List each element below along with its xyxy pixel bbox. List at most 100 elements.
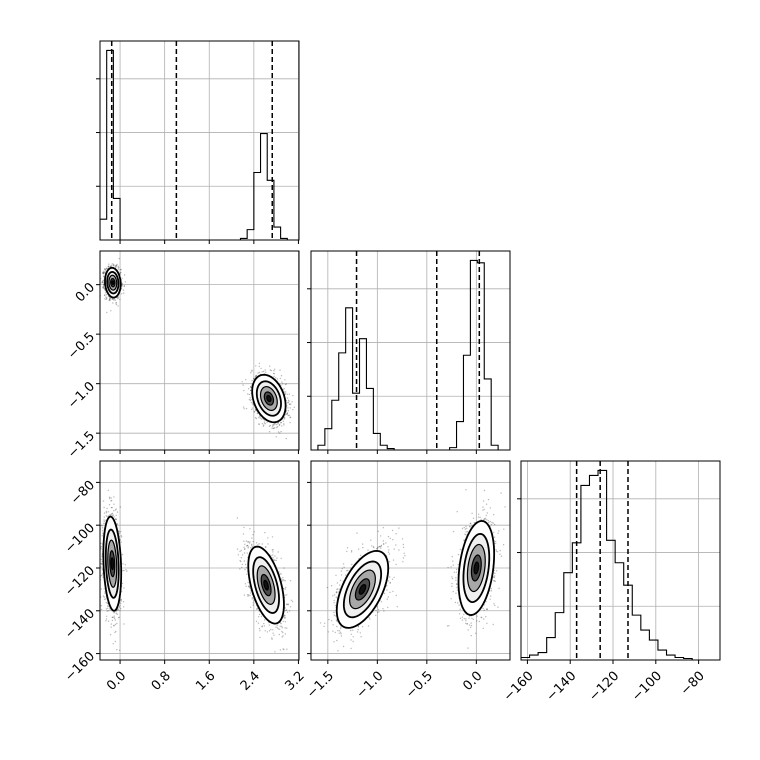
scatter-point xyxy=(272,632,274,634)
scatter-point xyxy=(104,294,106,297)
scatter-point xyxy=(119,273,122,275)
scatter-point xyxy=(249,528,251,530)
scatter-point xyxy=(113,516,115,518)
scatter-point xyxy=(266,631,269,633)
scatter-point xyxy=(111,619,114,622)
scatter-point xyxy=(257,372,259,374)
scatter-point xyxy=(282,635,284,637)
scatter-point xyxy=(106,507,108,510)
scatter-0-content xyxy=(96,257,299,440)
scatter-point xyxy=(281,425,283,427)
scatter-point xyxy=(264,420,266,422)
scatter-point xyxy=(103,522,105,525)
scatter-point xyxy=(272,557,274,559)
scatter-point xyxy=(117,266,120,269)
scatter-point xyxy=(103,588,105,590)
scatter-point xyxy=(104,591,106,593)
scatter-point xyxy=(111,263,114,265)
scatter-point xyxy=(284,580,286,582)
scatter-point xyxy=(100,546,103,548)
scatter-point xyxy=(102,271,104,274)
scatter-point xyxy=(122,601,125,603)
scatter-point xyxy=(291,401,293,403)
scatter-point xyxy=(100,562,102,565)
scatter-point xyxy=(275,559,277,562)
scatter-point xyxy=(112,263,115,265)
scatter-point xyxy=(251,537,253,539)
scatter-point xyxy=(249,606,252,608)
histogram-2-frame xyxy=(520,460,721,661)
scatter-point xyxy=(283,391,286,393)
scatter-point xyxy=(105,615,108,617)
scatter-point xyxy=(105,515,108,517)
scatter-point xyxy=(105,510,108,513)
scatter-point xyxy=(106,311,108,314)
scatter-point xyxy=(250,372,252,374)
scatter-point xyxy=(236,548,239,550)
scatter-point xyxy=(260,418,263,420)
scatter-point xyxy=(286,648,288,650)
scatter-point xyxy=(255,375,257,377)
scatter-point xyxy=(112,265,115,267)
scatter-point xyxy=(114,619,117,621)
scatter-point xyxy=(122,289,125,291)
scatter-point xyxy=(113,616,115,619)
scatter-point xyxy=(286,413,288,415)
scatter-point xyxy=(113,496,115,498)
scatter-point xyxy=(247,594,249,596)
scatter-point xyxy=(122,563,124,565)
scatter-point xyxy=(262,370,265,373)
scatter-point xyxy=(106,268,108,270)
scatter-point xyxy=(271,637,273,639)
scatter-0-cluster-1-contour-4 xyxy=(266,394,272,403)
scatter-point xyxy=(261,543,263,545)
scatter-point xyxy=(118,606,121,608)
scatter-point xyxy=(239,568,241,570)
scatter-point xyxy=(248,542,251,544)
scatter-point xyxy=(96,276,97,277)
scatter-point xyxy=(250,547,252,549)
scatter-point xyxy=(253,378,255,380)
scatter-point xyxy=(113,264,115,266)
scatter-point xyxy=(107,607,109,609)
scatter-point xyxy=(242,533,245,535)
scatter-point xyxy=(271,536,274,538)
scatter-point xyxy=(100,542,102,545)
scatter-point xyxy=(123,285,126,287)
scatter-point xyxy=(102,271,105,274)
scatter-point xyxy=(109,298,111,300)
scatter-point xyxy=(123,285,125,287)
scatter-point xyxy=(268,425,271,427)
scatter-point xyxy=(123,623,125,625)
scatter-point xyxy=(124,564,127,566)
scatter-point xyxy=(120,271,122,274)
scatter-point xyxy=(111,616,114,619)
histogram-panel-2 xyxy=(517,460,721,661)
scatter-point xyxy=(116,622,118,625)
scatter-point xyxy=(289,416,292,418)
scatter-point xyxy=(121,285,123,287)
scatter-point xyxy=(105,608,108,610)
scatter-point xyxy=(109,514,111,516)
scatter-point xyxy=(98,511,99,512)
scatter-point xyxy=(103,596,106,598)
scatter-point xyxy=(287,401,289,404)
scatter-point xyxy=(121,582,124,585)
scatter-point xyxy=(121,553,124,556)
scatter-point xyxy=(241,381,243,383)
scatter-point xyxy=(117,617,120,619)
scatter-point xyxy=(103,285,105,287)
scatter-point xyxy=(247,546,250,548)
scatter-point xyxy=(282,420,285,422)
scatter-point xyxy=(102,279,104,282)
scatter-point xyxy=(111,616,114,618)
scatter-point xyxy=(111,298,114,300)
scatter-point xyxy=(103,275,105,278)
scatter-point xyxy=(251,545,253,548)
scatter-point xyxy=(292,409,294,411)
scatter-point xyxy=(118,616,120,618)
scatter-point xyxy=(111,506,113,509)
scatter-point xyxy=(248,393,251,396)
scatter-point xyxy=(282,579,284,581)
scatter-point xyxy=(110,506,113,509)
